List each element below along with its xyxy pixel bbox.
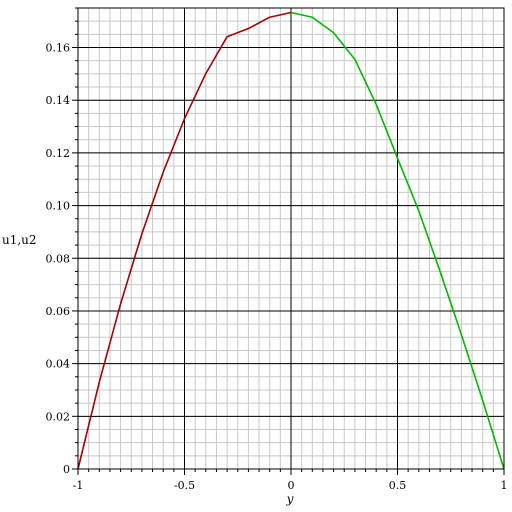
y-tick-label: 0.16 — [46, 42, 71, 55]
x-axis-title: y — [286, 492, 294, 506]
y-tick-label: 0.12 — [46, 147, 71, 160]
x-tick-label: -1 — [73, 479, 84, 492]
series-layer — [77, 11, 505, 470]
x-tick-label: -0.5 — [174, 479, 195, 492]
x-tick-label: 0.5 — [389, 479, 407, 492]
axes-layer — [72, 7, 505, 475]
y-tick-labels: 0 0.02 0.04 0.06 0.08 0.10 0.12 0.14 0.16 — [46, 42, 71, 476]
y-tick-label: 0 — [63, 463, 70, 476]
y-tick-label: 0.08 — [46, 252, 71, 265]
y-tick-label: 0.10 — [46, 200, 71, 213]
y-tick-label: 0.02 — [46, 410, 71, 423]
series-line-2 — [290, 11, 505, 470]
y-axis-title: u1,u2 — [2, 233, 37, 247]
y-tick-label: 0.14 — [46, 94, 71, 107]
x-tick-labels: -1 -0.5 0 0.5 1 — [73, 479, 508, 492]
y-tick-label: 0.04 — [46, 358, 71, 371]
y-tick-label: 0.06 — [46, 305, 71, 318]
x-tick-label: 1 — [501, 479, 508, 492]
series-line-1 — [77, 11, 292, 470]
x-tick-label: 0 — [288, 479, 295, 492]
